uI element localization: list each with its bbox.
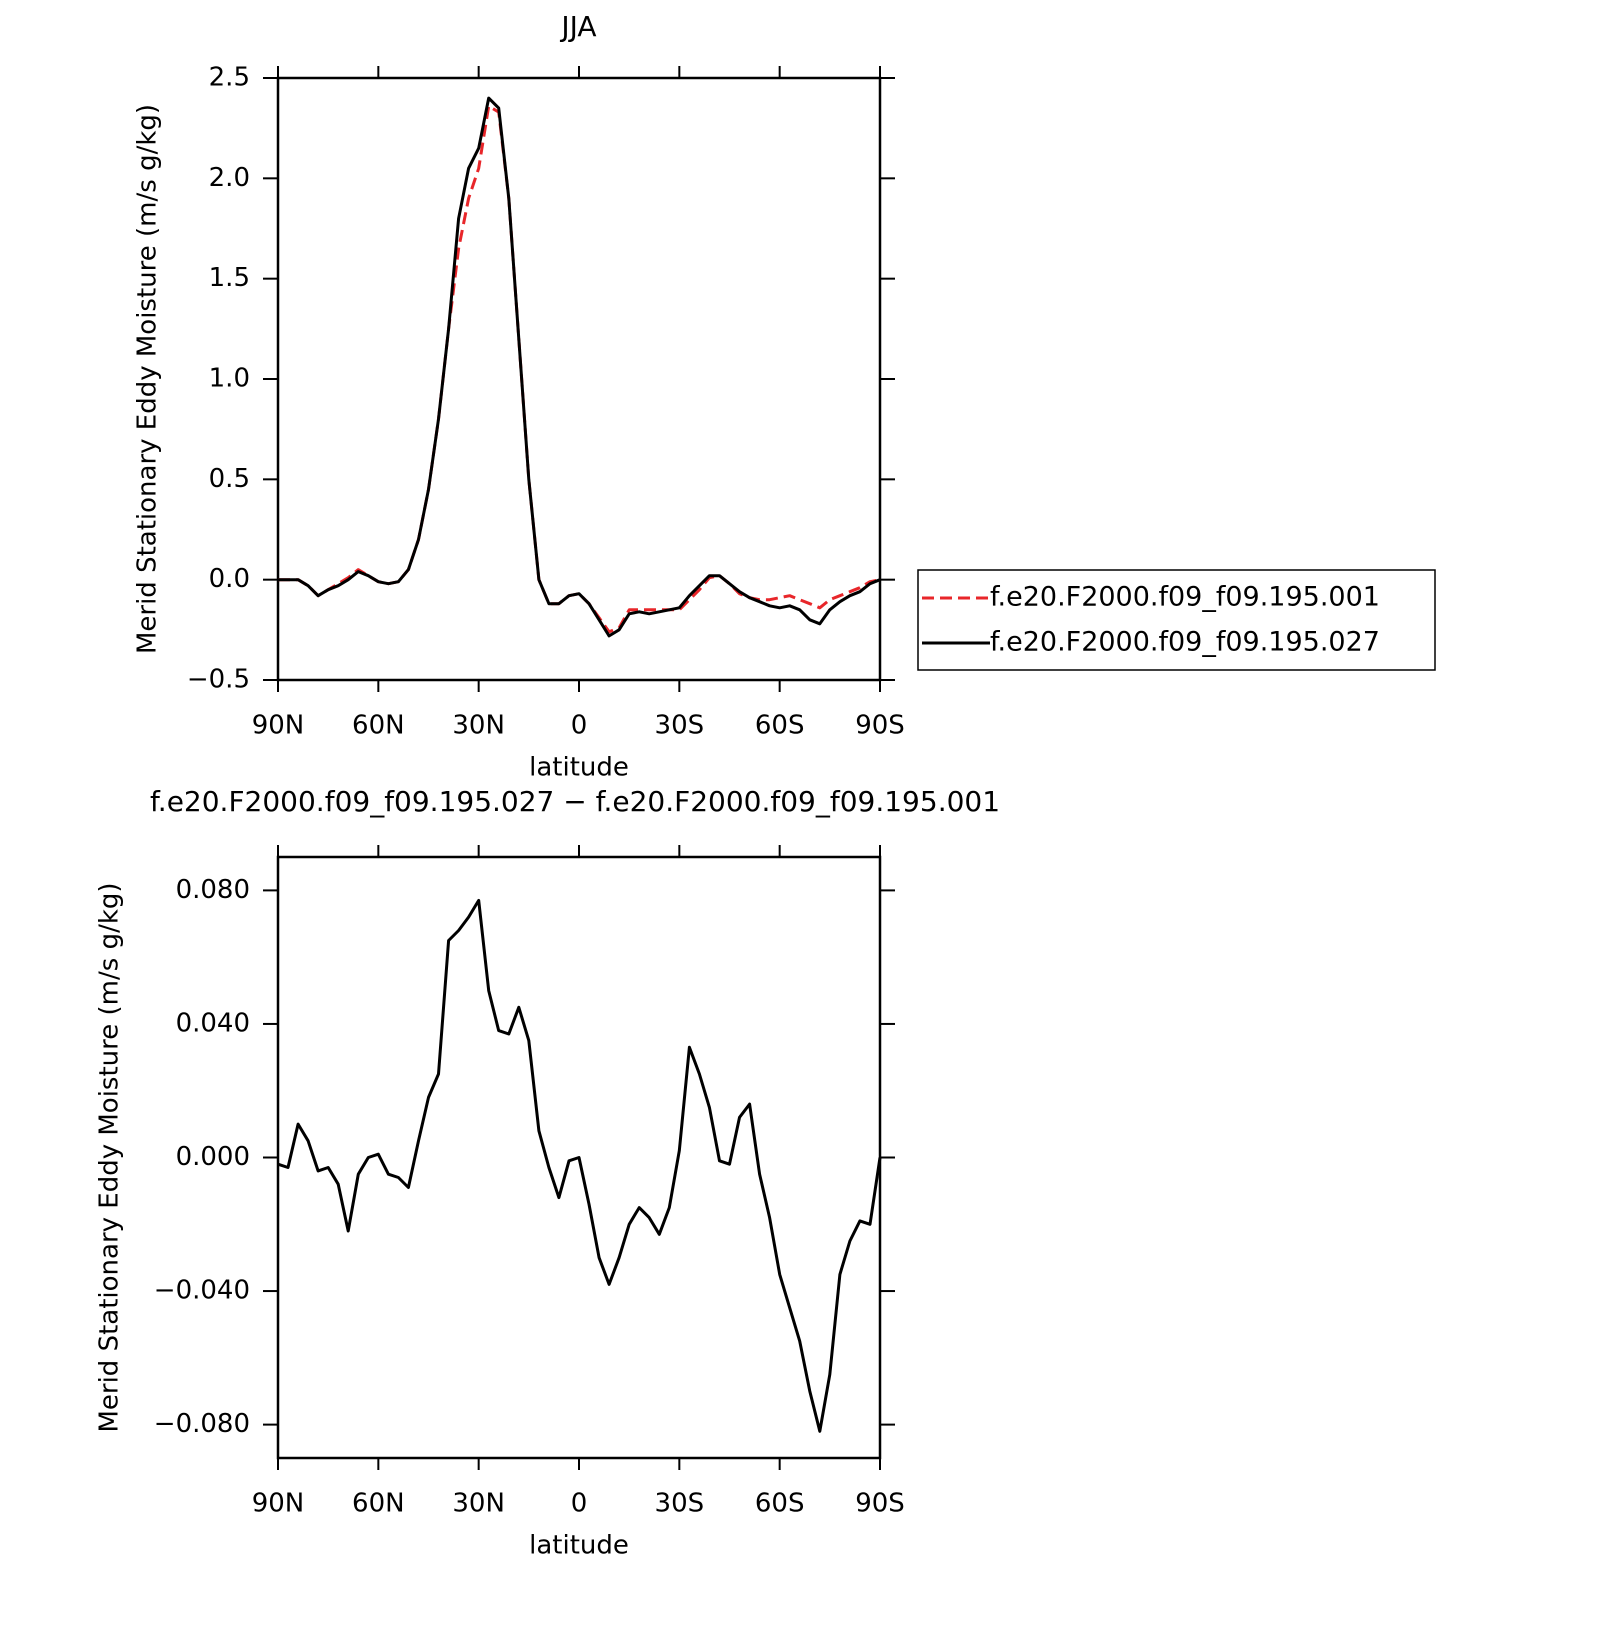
x-tick-label: 0 [571, 711, 588, 741]
y-tick-label: −0.5 [187, 665, 250, 695]
x-tick-label: 30N [452, 711, 505, 741]
y-tick-label: 0.040 [176, 1008, 250, 1038]
x-tick-label: 30N [452, 1489, 505, 1519]
chart-title: f.e20.F2000.f09_f09.195.027 − f.e20.F200… [150, 785, 1000, 818]
y-tick-label: 0.0 [209, 564, 250, 594]
y-tick-label: 2.0 [209, 163, 250, 193]
data-line [278, 96, 881, 638]
x-tick-label: 60N [352, 1489, 405, 1519]
y-tick-label: 1.0 [209, 364, 250, 394]
data-line [277, 898, 882, 1433]
y-axis-label: Merid Stationary Eddy Moisture (m/s g/kg… [133, 104, 163, 654]
y-tick-label: −0.040 [154, 1276, 250, 1306]
y-tick-label: 0.080 [176, 875, 250, 905]
legend-label: f.e20.F2000.f09_f09.195.027 [990, 627, 1380, 658]
y-tick-label: 0.5 [209, 464, 250, 494]
y-tick-label: −0.080 [154, 1409, 250, 1439]
y-axis-label: Merid Stationary Eddy Moisture (m/s g/kg… [95, 882, 125, 1432]
legend-label: f.e20.F2000.f09_f09.195.001 [990, 582, 1380, 613]
data-line [278, 104, 881, 634]
x-tick-label: 90S [855, 1489, 905, 1519]
x-tick-label: 60S [755, 1489, 805, 1519]
y-tick-label: 1.5 [209, 263, 250, 293]
x-tick-label: 90N [252, 711, 305, 741]
y-tick-label: 2.5 [209, 63, 250, 93]
x-axis-label: latitude [529, 1531, 629, 1561]
legend-box [917, 569, 1436, 671]
x-tick-label: 90S [855, 711, 905, 741]
x-axis-label: latitude [529, 753, 629, 783]
x-tick-label: 0 [571, 1489, 588, 1519]
x-tick-label: 30S [655, 1489, 705, 1519]
x-tick-label: 30S [655, 711, 705, 741]
chart-title: JJA [559, 10, 596, 43]
plot-frame [276, 76, 882, 682]
x-tick-label: 60S [755, 711, 805, 741]
y-tick-label: 0.000 [176, 1142, 250, 1172]
x-tick-label: 60N [352, 711, 405, 741]
x-tick-label: 90N [252, 1489, 305, 1519]
